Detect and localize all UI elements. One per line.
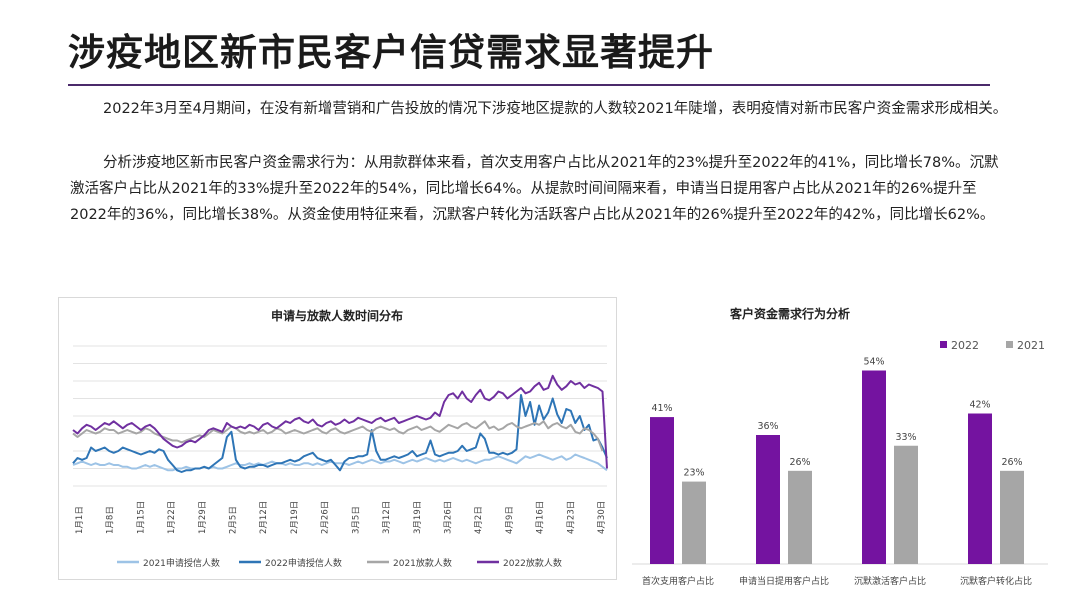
bar-data-label: 36% xyxy=(757,421,778,432)
legend-label: 2021申请授信人数 xyxy=(143,557,220,569)
line-chart-title: 申请与放款人数时间分布 xyxy=(271,308,403,323)
x-tick-label: 3月12日 xyxy=(382,501,392,534)
x-tick-label: 1月1日 xyxy=(75,506,85,534)
x-tick-label: 4月30日 xyxy=(597,501,607,534)
legend-swatch xyxy=(1006,341,1013,348)
series-line-3 xyxy=(72,374,608,469)
x-tick-label: 2月19日 xyxy=(290,501,300,534)
bar-data-label: 41% xyxy=(651,403,672,414)
legend-label: 2022 xyxy=(951,339,979,352)
bar-data-label: 26% xyxy=(789,457,810,468)
bar xyxy=(650,417,674,564)
bar xyxy=(894,445,918,564)
bar-chart: 客户资金需求行为分析 41% 23% 首次支用客户占比 36% 26% 申请当日提用客户占比… xyxy=(632,306,1048,587)
bar-data-label: 54% xyxy=(863,357,884,368)
series-line-1 xyxy=(72,394,608,473)
bar-chart-title: 客户资金需求行为分析 xyxy=(729,306,850,321)
x-tick-label: 2月12日 xyxy=(259,501,269,534)
line-chart: 申请与放款人数时间分布 1月1日 1月8日 1月15日 1月22日 1月29日 2月5日 2月… xyxy=(72,308,608,569)
paragraph-2: 分析涉疫地区新市民客户资金需求行为：从用款群体来看，首次支用客户占比从2021年… xyxy=(70,155,999,223)
x-tick-label: 4月9日 xyxy=(505,506,515,534)
x-tick-label: 4月2日 xyxy=(474,506,484,534)
bar xyxy=(1000,470,1024,564)
x-tick-label: 1月8日 xyxy=(106,506,116,534)
bar xyxy=(862,370,886,564)
x-tick-label: 1月22日 xyxy=(167,501,177,534)
bar-data-label: 33% xyxy=(895,432,916,443)
category-label: 申请当日提用客户占比 xyxy=(739,575,829,587)
page-title: 涉疫地区新市民客户信贷需求显著提升 xyxy=(68,31,714,74)
bar xyxy=(788,470,812,564)
bar-data-label: 26% xyxy=(1001,457,1022,468)
bar-data-label: 42% xyxy=(969,400,990,411)
category-label: 沉默激活客户占比 xyxy=(854,575,926,587)
bar xyxy=(756,435,780,564)
x-tick-label: 2月5日 xyxy=(229,506,239,534)
category-label: 首次支用客户占比 xyxy=(642,575,714,587)
x-tick-label: 1月29日 xyxy=(198,501,208,534)
x-tick-label: 1月15日 xyxy=(136,501,146,534)
title-divider xyxy=(68,84,990,86)
x-tick-label: 4月16日 xyxy=(536,501,546,534)
line-chart-panel: 申请与放款人数时间分布 1月1日 1月8日 1月15日 1月22日 1月29日 2月5日 2月… xyxy=(58,297,617,580)
bar-data-label: 23% xyxy=(683,468,704,479)
bar-chart-panel: 客户资金需求行为分析 41% 23% 首次支用客户占比 36% 26% 申请当日提用客户占比… xyxy=(630,296,1050,596)
legend-label: 2021 xyxy=(1017,339,1045,352)
x-tick-label: 3月19日 xyxy=(413,501,423,534)
x-tick-label: 2月26日 xyxy=(321,501,331,534)
paragraph-1: 2022年3月至4月期间，在没有新增营销和广告投放的情况下涉疫地区提款的人数较2… xyxy=(103,101,1008,117)
legend-label: 2022放款人数 xyxy=(503,557,562,569)
x-tick-label: 4月23日 xyxy=(566,501,576,534)
legend-label: 2021放款人数 xyxy=(393,557,452,569)
bar xyxy=(968,413,992,564)
series-line-0 xyxy=(72,453,608,472)
x-tick-label: 3月26日 xyxy=(443,501,453,534)
category-label: 沉默客户转化占比 xyxy=(960,575,1032,587)
bar xyxy=(682,481,706,564)
legend-label: 2022申请授信人数 xyxy=(265,557,342,569)
legend-swatch xyxy=(940,341,947,348)
x-tick-label: 3月5日 xyxy=(351,506,361,534)
